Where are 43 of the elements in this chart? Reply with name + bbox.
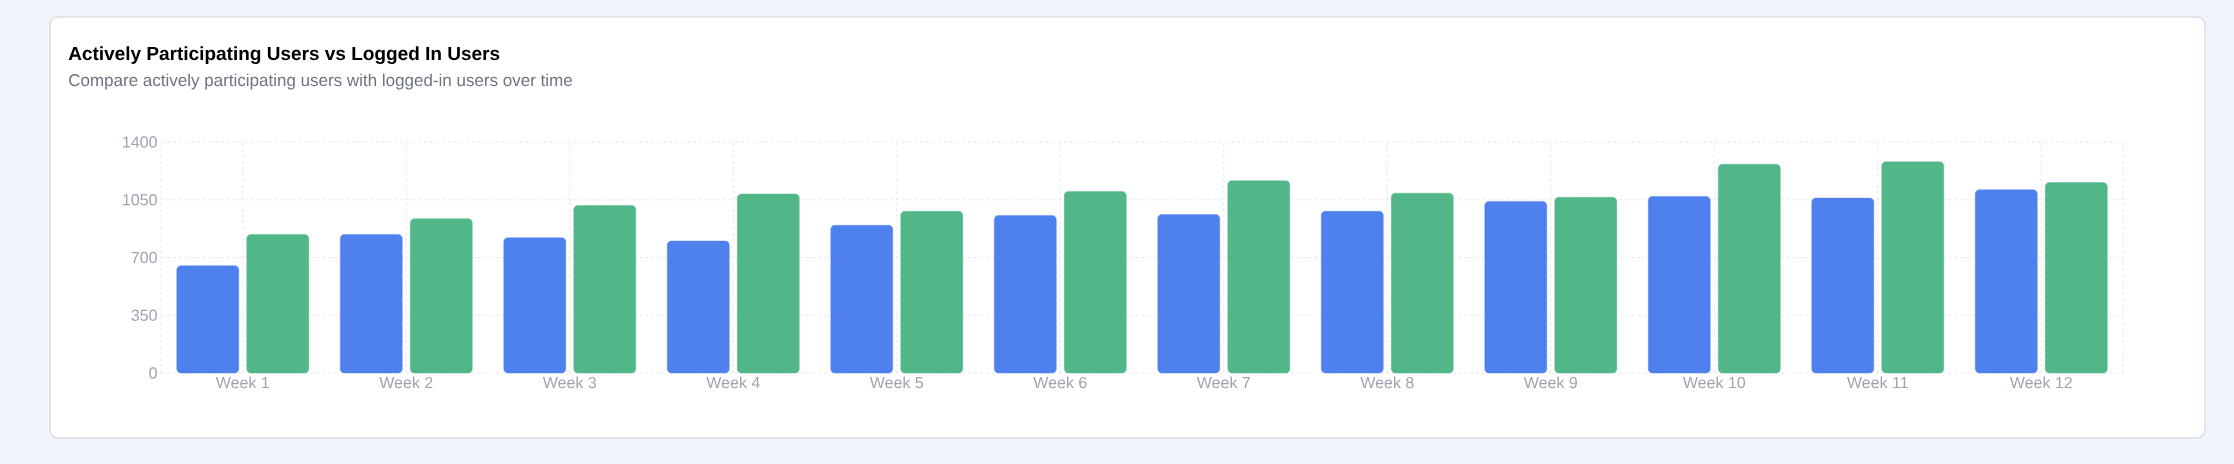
bar (1321, 211, 1384, 374)
y-tick-label: 0 (149, 367, 157, 379)
x-tick-label: Week 6 (1033, 376, 1087, 389)
x-tick-label: Week 1 (215, 376, 269, 389)
y-tick-label: 1400 (123, 136, 157, 148)
bar (1881, 161, 1944, 374)
x-tick-label: Week 7 (1196, 376, 1250, 389)
x-tick-label: Week 8 (1360, 376, 1414, 389)
bar (246, 234, 309, 374)
bar (1718, 164, 1781, 374)
x-tick-label: Week 5 (869, 376, 924, 389)
bar (830, 225, 893, 374)
bar (340, 234, 403, 374)
bar (1157, 214, 1220, 374)
bar (994, 215, 1057, 374)
bar (503, 237, 566, 374)
bar (1648, 196, 1711, 374)
bar (737, 193, 800, 374)
bar (1811, 197, 1874, 374)
bar (1227, 180, 1290, 374)
bar (667, 240, 730, 374)
chart-title: Actively Participating Users vs Logged In Users (68, 46, 500, 65)
x-tick-label: Week 10 (1682, 376, 1746, 389)
x-tick-label: Week 12 (2009, 376, 2072, 389)
bar (1554, 197, 1617, 374)
y-tick-label: 1050 (123, 194, 157, 206)
bar (2045, 182, 2108, 374)
x-tick-label: Week 9 (1523, 376, 1577, 389)
y-tick-label: 350 (131, 309, 157, 321)
bar (1064, 191, 1127, 374)
y-tick-label: 700 (131, 251, 157, 264)
bar (410, 218, 473, 374)
x-tick-label: Week 3 (542, 376, 597, 389)
bar (176, 265, 239, 374)
bar (1484, 201, 1547, 374)
x-tick-label: Week 11 (1847, 376, 1908, 389)
x-tick-label: Week 2 (379, 376, 433, 389)
bar (900, 211, 963, 374)
bar (1975, 189, 2038, 374)
bar (573, 205, 636, 374)
x-tick-label: Week 4 (706, 376, 760, 389)
chart-subtitle: Compare actively participating users with logged-in users over time (69, 73, 572, 90)
bar (1391, 192, 1454, 374)
